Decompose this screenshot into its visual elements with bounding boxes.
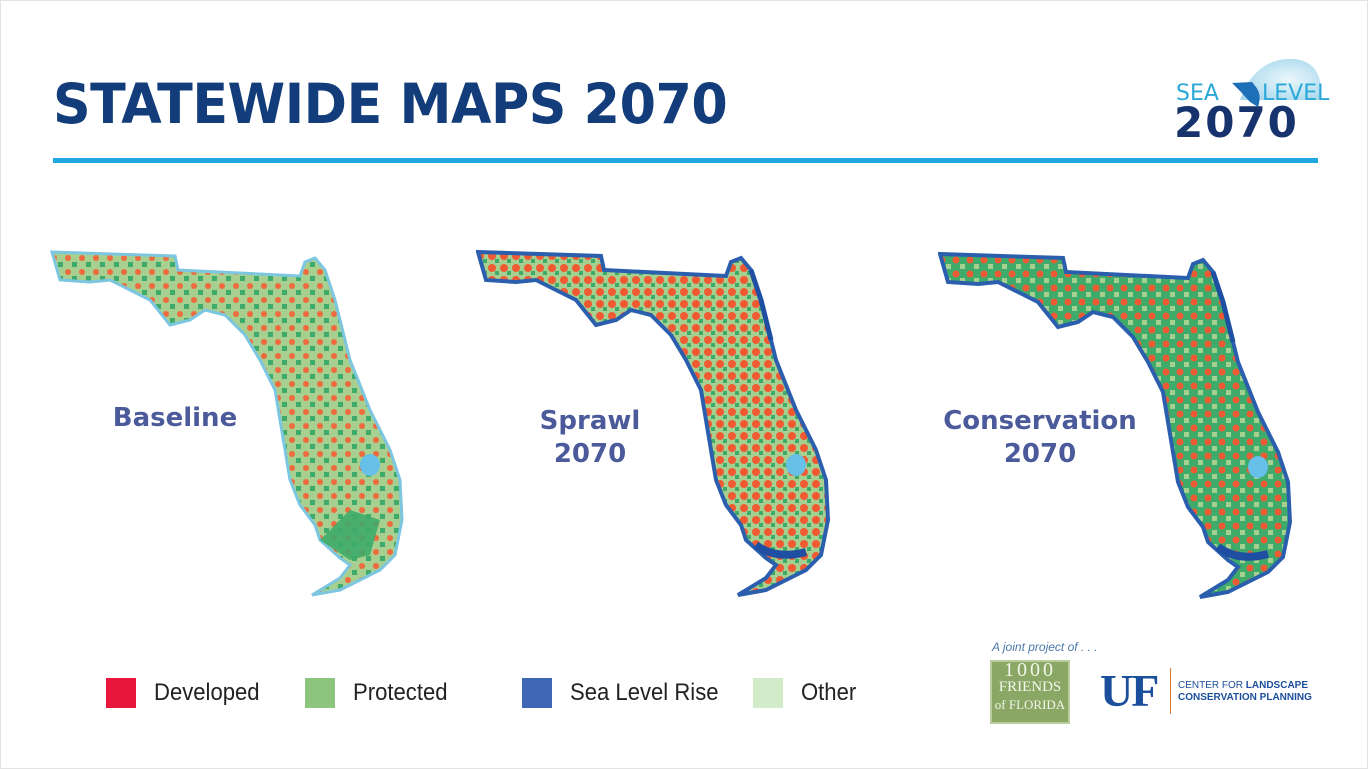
- map-label-line1: Baseline: [112, 403, 238, 433]
- map-sprawl-2070: [476, 249, 831, 597]
- legend-item-protected: Protected: [305, 678, 456, 708]
- 1000-friends-of-florida-logo: 1000 FRIENDS of FLORIDA: [990, 660, 1070, 724]
- logo-2070-text: 2070: [1174, 98, 1299, 147]
- uf-line2: CONSERVATION PLANNING: [1178, 692, 1312, 703]
- legend-swatch-protected: [305, 678, 335, 708]
- map-label-baseline: Baseline: [95, 402, 255, 435]
- legend-item-developed: Developed: [106, 678, 269, 708]
- legend-label: Other: [801, 679, 857, 706]
- joint-project-text: A joint project of . . .: [992, 640, 1098, 654]
- uf-line1-normal: CENTER FOR: [1178, 680, 1246, 691]
- map-label-line1: Conservation: [943, 406, 1137, 436]
- slide-title: STATEWIDE MAPS 2070: [53, 72, 728, 136]
- legend-label: Protected: [353, 679, 448, 706]
- legend-item-other: Other: [753, 678, 861, 708]
- friends-logo-line2: FRIENDS: [998, 679, 1062, 695]
- map-label-line2: 2070: [553, 439, 627, 469]
- legend-swatch-sea-level-rise: [522, 678, 552, 708]
- logo-sea-text: SEA: [1176, 81, 1219, 106]
- sea-level-2070-logo: SEA LEVEL 2070: [1170, 55, 1330, 150]
- title-divider: [53, 158, 1318, 163]
- map-label-line1: Sprawl: [539, 406, 641, 436]
- map-label-conservation: Conservation 2070: [930, 405, 1150, 471]
- uf-line1-bold: LANDSCAPE: [1245, 680, 1309, 691]
- wave-icon: [1232, 58, 1321, 107]
- uf-logo: UF: [1100, 665, 1159, 716]
- map-conservation-2070: [938, 251, 1293, 599]
- friends-logo-line3: of FLORIDA: [994, 697, 1066, 712]
- legend-label: Developed: [154, 679, 260, 706]
- legend-item-sea-level-rise: Sea Level Rise: [522, 678, 731, 708]
- map-baseline: [50, 250, 404, 597]
- legend-label: Sea Level Rise: [570, 679, 719, 706]
- logo-level-text: LEVEL: [1262, 81, 1330, 106]
- friends-logo-line1: 1000: [1004, 659, 1056, 681]
- legend-swatch-other: [753, 678, 783, 708]
- map-label-sprawl: Sprawl 2070: [520, 405, 660, 471]
- uf-center-name: CENTER FOR LANDSCAPE CONSERVATION PLANNI…: [1178, 680, 1312, 704]
- legend-swatch-developed: [106, 678, 136, 708]
- uf-logo-divider: [1170, 668, 1171, 714]
- map-label-line2: 2070: [1003, 439, 1077, 469]
